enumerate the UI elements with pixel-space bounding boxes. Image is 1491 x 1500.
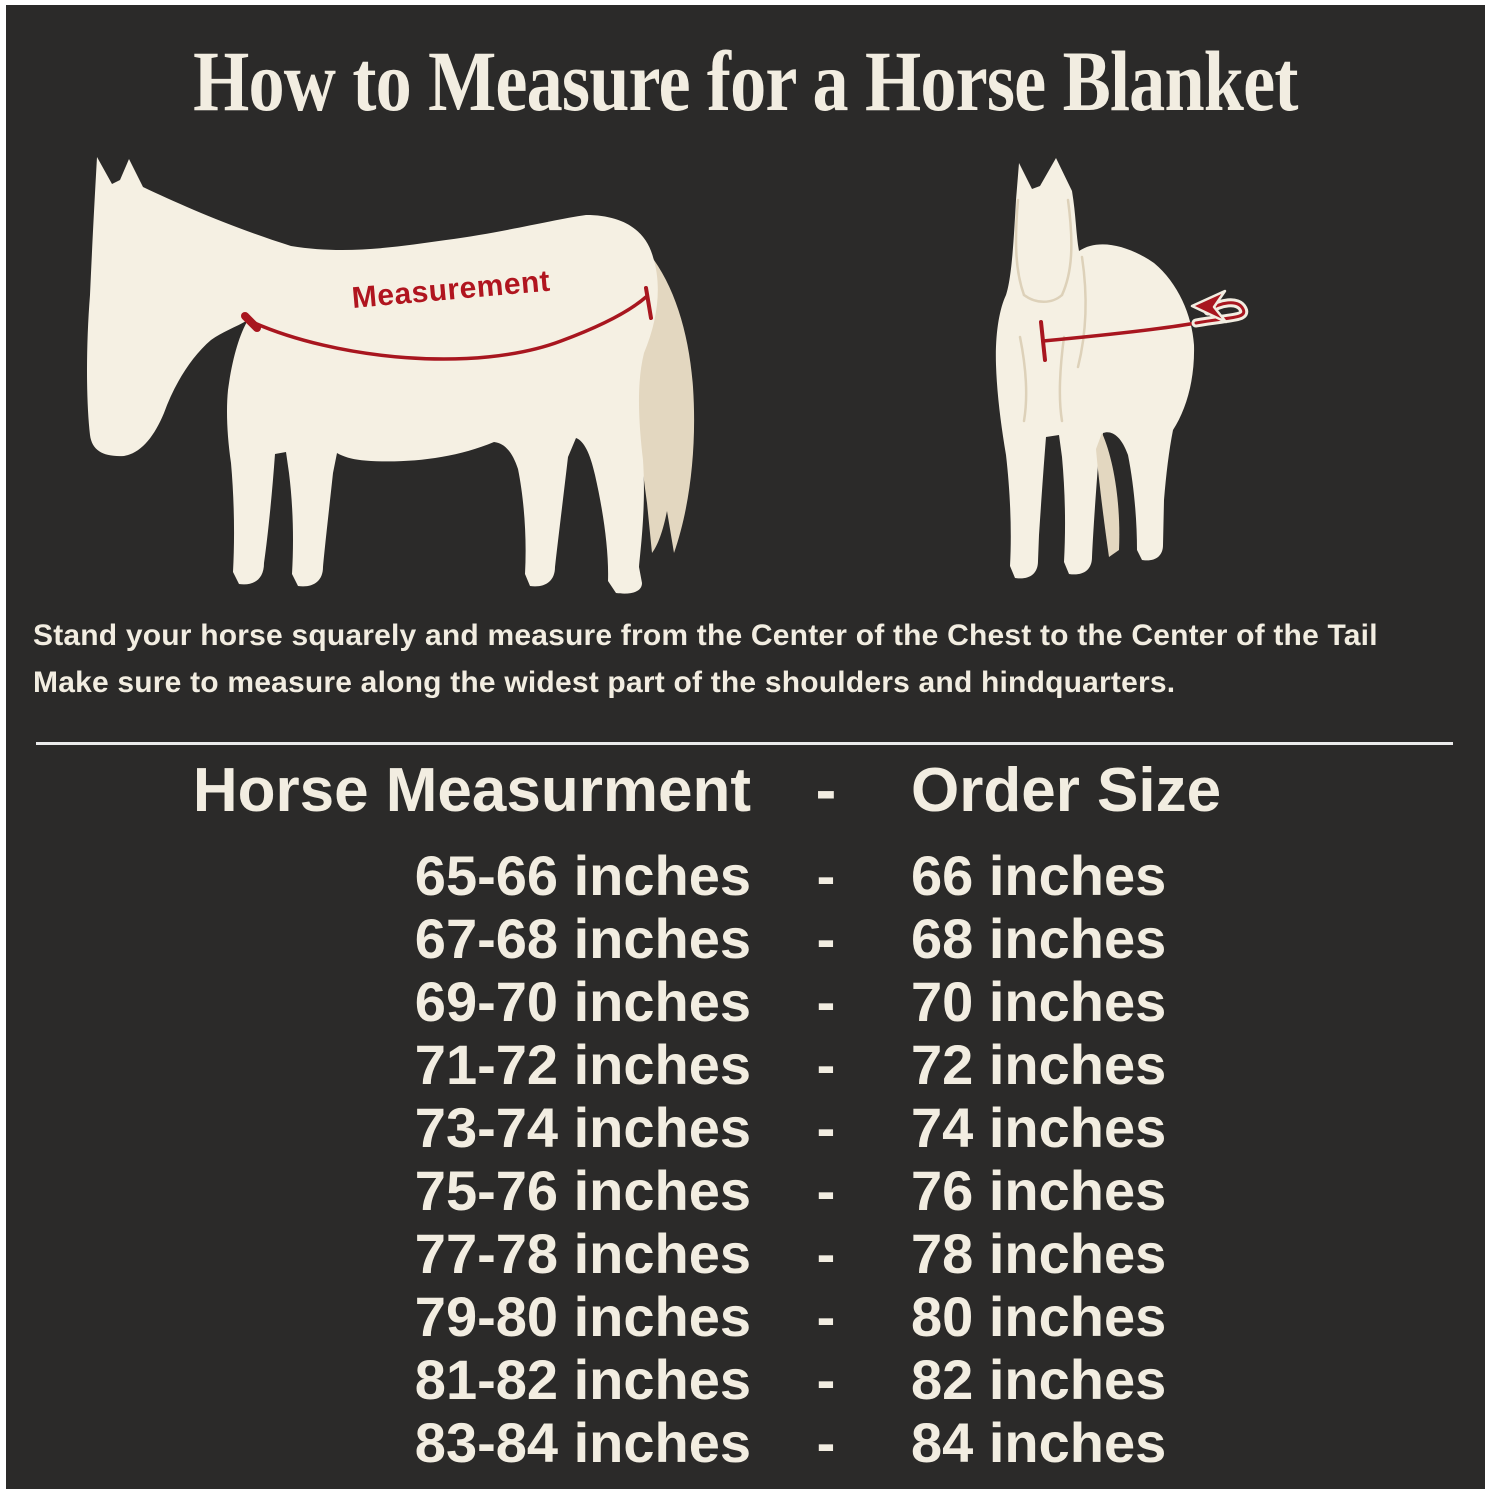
order-size: 70 inches bbox=[911, 970, 1167, 1033]
order-size: 78 inches bbox=[911, 1222, 1167, 1285]
size-row: 77-78 inches - 78 inches bbox=[6, 1221, 1485, 1285]
row-separator: - bbox=[816, 970, 836, 1033]
row-separator: - bbox=[816, 1411, 836, 1474]
measurement-line bbox=[241, 286, 653, 361]
girth-arrow-icon bbox=[1039, 289, 1249, 362]
column-header-measurement: Horse Measurment bbox=[192, 756, 751, 825]
measurement-range: 75-76 inches bbox=[414, 1159, 751, 1222]
measurement-range: 71-72 inches bbox=[414, 1033, 751, 1096]
measurement-range: 77-78 inches bbox=[414, 1222, 751, 1285]
side-view-horse-silhouette-icon bbox=[87, 157, 695, 594]
size-row: 81-82 inches - 82 inches bbox=[6, 1347, 1485, 1411]
order-size: 80 inches bbox=[911, 1285, 1167, 1348]
horse-diagram-svg bbox=[87, 157, 1249, 594]
title-wrap: How to Measure for a Horse Blanket bbox=[6, 35, 1485, 127]
measurement-range: 79-80 inches bbox=[414, 1285, 751, 1348]
measurement-range: 65-66 inches bbox=[414, 844, 751, 907]
order-size: 76 inches bbox=[911, 1159, 1167, 1222]
row-separator: - bbox=[816, 1159, 836, 1222]
size-row: 71-72 inches - 72 inches bbox=[6, 1032, 1485, 1096]
size-row: 83-84 inches - 84 inches bbox=[6, 1410, 1485, 1474]
size-row: 67-68 inches - 68 inches bbox=[6, 906, 1485, 970]
order-size: 68 inches bbox=[911, 907, 1167, 970]
row-separator: - bbox=[816, 1096, 836, 1159]
front-view-horse-silhouette-icon bbox=[995, 158, 1195, 579]
row-separator: - bbox=[816, 1285, 836, 1348]
instructions: Stand your horse squarely and measure fr… bbox=[33, 617, 1467, 711]
size-chart: Horse Measurment - Order Size 65-66 inch… bbox=[6, 755, 1485, 1474]
order-size: 72 inches bbox=[911, 1033, 1167, 1096]
measurement-range: 83-84 inches bbox=[414, 1411, 751, 1474]
order-size: 66 inches bbox=[911, 844, 1167, 907]
instruction-line-2: Make sure to measure along the widest pa… bbox=[33, 666, 1176, 699]
order-size: 82 inches bbox=[911, 1348, 1167, 1411]
measurement-range: 67-68 inches bbox=[414, 907, 751, 970]
row-separator: - bbox=[816, 1348, 836, 1411]
header-separator: - bbox=[815, 756, 837, 825]
row-separator: - bbox=[816, 907, 836, 970]
instruction-line-1: Stand your horse squarely and measure fr… bbox=[33, 619, 1378, 652]
size-row: 65-66 inches - 66 inches bbox=[6, 843, 1485, 907]
order-size: 84 inches bbox=[911, 1411, 1167, 1474]
infographic-panel: How to Measure for a Horse Blanket bbox=[6, 5, 1485, 1489]
row-separator: - bbox=[816, 1222, 836, 1285]
measurement-range: 69-70 inches bbox=[414, 970, 751, 1033]
size-row: 69-70 inches - 70 inches bbox=[6, 969, 1485, 1033]
measurement-range: 81-82 inches bbox=[414, 1348, 751, 1411]
row-separator: - bbox=[816, 1033, 836, 1096]
row-separator: - bbox=[816, 844, 836, 907]
page-title: How to Measure for a Horse Blanket bbox=[193, 33, 1298, 129]
size-row: 79-80 inches - 80 inches bbox=[6, 1284, 1485, 1348]
size-chart-header: Horse Measurment - Order Size bbox=[6, 755, 1485, 825]
size-row: 73-74 inches - 74 inches bbox=[6, 1095, 1485, 1159]
measurement-diagram: Measurement bbox=[6, 5, 1491, 625]
order-size: 74 inches bbox=[911, 1096, 1167, 1159]
size-row: 75-76 inches - 76 inches bbox=[6, 1158, 1485, 1222]
divider-line bbox=[36, 742, 1453, 745]
measurement-range: 73-74 inches bbox=[414, 1096, 751, 1159]
column-header-order: Order Size bbox=[911, 756, 1222, 825]
